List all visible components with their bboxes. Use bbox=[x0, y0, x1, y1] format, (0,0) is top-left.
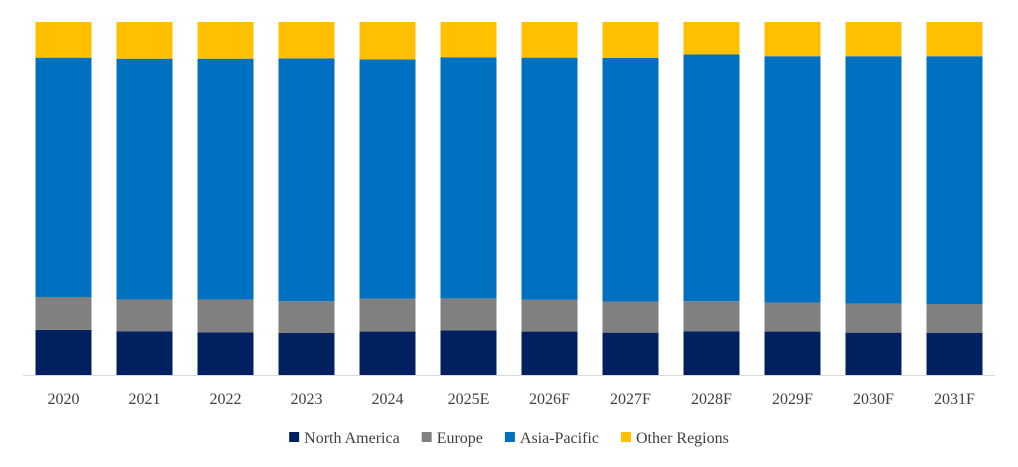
bar-asia-pacific-2031f bbox=[926, 56, 983, 305]
bar-asia-pacific-2027f bbox=[602, 58, 659, 302]
bar-asia-pacific-2021 bbox=[116, 58, 173, 300]
legend-swatch-europe bbox=[421, 432, 432, 442]
bar-other-regions-2031f bbox=[926, 22, 983, 57]
bar-europe-2025e bbox=[440, 298, 497, 331]
legend-swatch-asia-pacific bbox=[504, 432, 515, 442]
legend-label-north-america: North America bbox=[304, 430, 400, 447]
x-tick-label: 2027F bbox=[610, 391, 651, 408]
bar-north-america-2025e bbox=[440, 330, 497, 375]
bar-europe-2022 bbox=[197, 299, 254, 333]
legend-swatch-north-america bbox=[289, 432, 300, 442]
bar-other-regions-2023 bbox=[278, 22, 335, 59]
bar-asia-pacific-2029f bbox=[764, 56, 821, 303]
legend-item-europe: Europe bbox=[421, 430, 483, 447]
bar-europe-2028f bbox=[683, 301, 740, 332]
bar-asia-pacific-2030f bbox=[845, 56, 902, 304]
legend-label-europe: Europe bbox=[437, 430, 483, 447]
bar-other-regions-2026f bbox=[521, 22, 578, 58]
bar-north-america-2026f bbox=[521, 331, 578, 375]
bar-other-regions-2030f bbox=[845, 22, 902, 57]
bar-asia-pacific-2025e bbox=[440, 57, 497, 299]
bar-europe-2030f bbox=[845, 303, 902, 333]
bar-asia-pacific-2023 bbox=[278, 58, 335, 302]
legend-swatch-other-regions bbox=[620, 432, 631, 442]
legend-item-other-regions: Other Regions bbox=[620, 430, 729, 447]
bar-europe-2031f bbox=[926, 304, 983, 333]
bar-north-america-2027f bbox=[602, 332, 659, 375]
bar-asia-pacific-2024 bbox=[359, 59, 416, 299]
x-tick-label: 2030F bbox=[853, 391, 894, 408]
bar-north-america-2021 bbox=[116, 331, 173, 375]
bars-group bbox=[35, 22, 983, 375]
bar-north-america-2022 bbox=[197, 332, 254, 375]
bar-north-america-2031f bbox=[926, 332, 983, 375]
bar-north-america-2030f bbox=[845, 332, 902, 375]
legend-item-asia-pacific: Asia-Pacific bbox=[504, 430, 599, 447]
bar-north-america-2024 bbox=[359, 331, 416, 375]
x-tick-label: 2025E bbox=[448, 391, 490, 408]
bar-other-regions-2024 bbox=[359, 22, 416, 60]
bar-asia-pacific-2020 bbox=[35, 57, 92, 297]
bar-north-america-2028f bbox=[683, 331, 740, 375]
legend: North America Europe Asia-Pacific Other Reg… bbox=[289, 430, 729, 447]
legend-label-asia-pacific: Asia-Pacific bbox=[520, 430, 599, 447]
bar-north-america-2023 bbox=[278, 332, 335, 375]
bar-europe-2020 bbox=[35, 296, 92, 330]
bar-europe-2029f bbox=[764, 302, 821, 332]
bar-europe-2026f bbox=[521, 299, 578, 332]
x-tick-label: 2029F bbox=[772, 391, 813, 408]
x-tick-label: 2023 bbox=[291, 391, 323, 408]
bar-other-regions-2020 bbox=[35, 22, 92, 58]
legend-label-other-regions: Other Regions bbox=[636, 430, 729, 447]
bar-europe-2023 bbox=[278, 301, 335, 333]
bar-europe-2027f bbox=[602, 301, 659, 333]
x-tick-label: 2022 bbox=[210, 391, 242, 408]
bar-asia-pacific-2022 bbox=[197, 58, 254, 300]
x-tick-label: 2020 bbox=[48, 391, 80, 408]
x-tick-labels: 2020 2021 2022 2023 2024 2025E 2026F 2027F 2028F… bbox=[48, 391, 976, 408]
bar-other-regions-2021 bbox=[116, 22, 173, 59]
x-tick-label: 2024 bbox=[372, 391, 404, 408]
bar-other-regions-2028f bbox=[683, 22, 740, 55]
bar-other-regions-2022 bbox=[197, 22, 254, 59]
bar-other-regions-2029f bbox=[764, 22, 821, 57]
bar-europe-2021 bbox=[116, 299, 173, 332]
bar-asia-pacific-2028f bbox=[683, 54, 740, 302]
legend-item-north-america: North America bbox=[289, 430, 400, 447]
bar-other-regions-2027f bbox=[602, 22, 659, 59]
bar-north-america-2020 bbox=[35, 329, 92, 375]
bar-other-regions-2025e bbox=[440, 22, 497, 58]
x-tick-label: 2028F bbox=[691, 391, 732, 408]
x-tick-label: 2031F bbox=[934, 391, 975, 408]
x-tick-label: 2026F bbox=[529, 391, 570, 408]
bar-north-america-2029f bbox=[764, 331, 821, 375]
x-tick-label: 2021 bbox=[129, 391, 161, 408]
bar-asia-pacific-2026f bbox=[521, 57, 578, 300]
bar-europe-2024 bbox=[359, 298, 416, 332]
